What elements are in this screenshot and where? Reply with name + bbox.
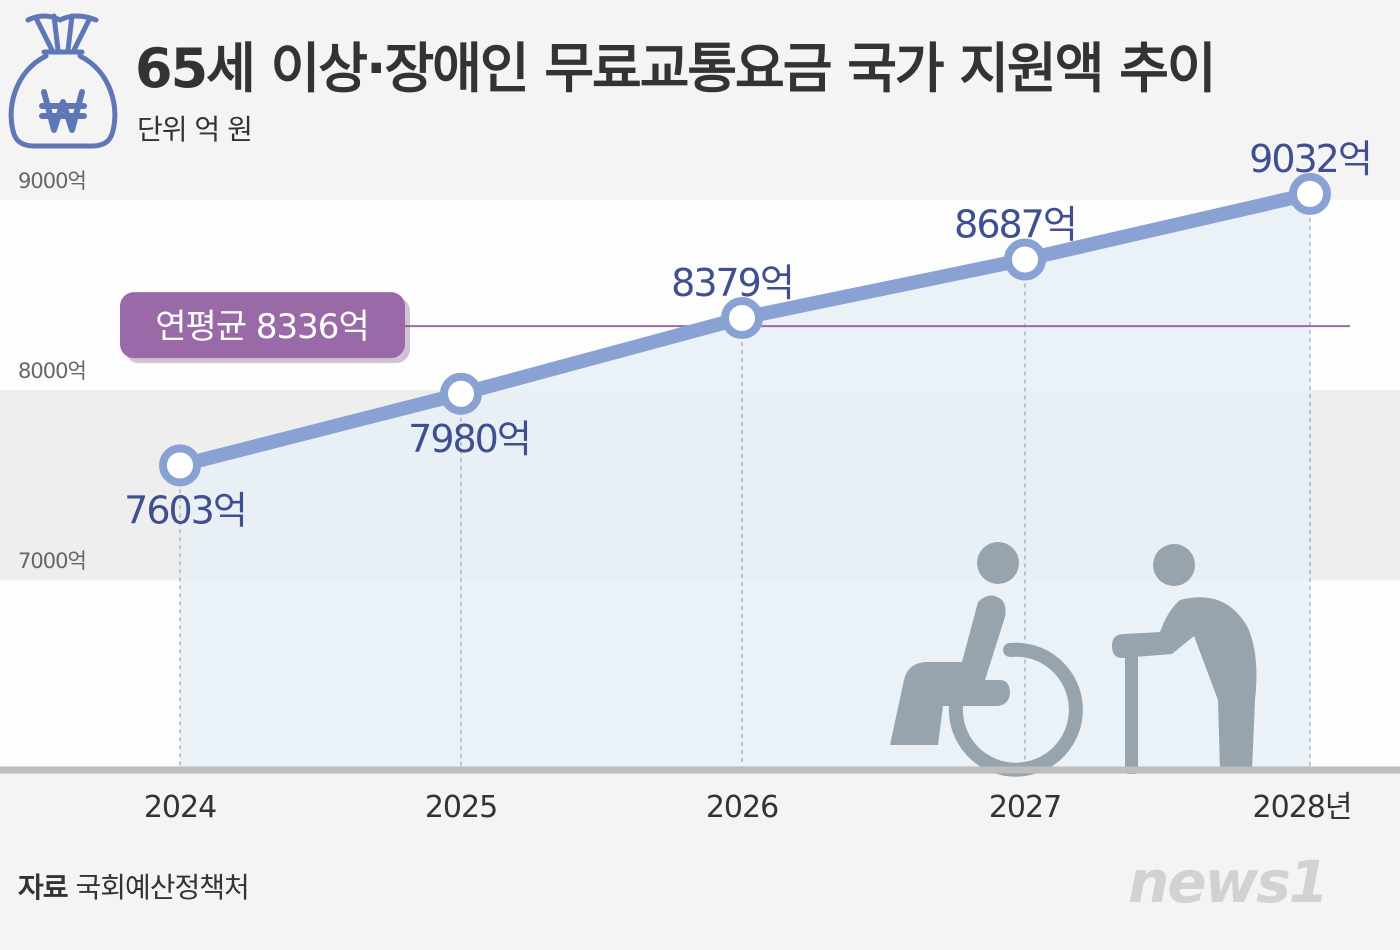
data-label: 8379억	[671, 261, 793, 305]
area-fill	[180, 193, 1310, 771]
data-point	[1289, 172, 1331, 215]
y-tick-label: 9000억	[18, 169, 86, 193]
average-label: 연평균 8336억	[155, 307, 368, 347]
elderly-with-cane-icon	[1112, 544, 1257, 774]
source-text: 국회예산정책처	[75, 871, 249, 904]
source-label: 자료	[18, 871, 69, 904]
y-tick-label: 8000억	[18, 359, 86, 383]
data-point	[721, 296, 763, 339]
data-label: 9032억	[1249, 137, 1371, 181]
data-point	[159, 444, 201, 487]
data-label: 7603억	[124, 488, 246, 532]
data-point	[1004, 238, 1046, 281]
data-point	[440, 372, 482, 415]
chart-title: 65세 이상·장애인 무료교통요금 국가 지원액 추이	[135, 37, 1217, 100]
x-tick-label: 2027	[989, 790, 1061, 825]
news1-logo: news1	[1128, 848, 1329, 916]
y-tick-label: 7000억	[18, 549, 86, 573]
x-tick-label: 2028년	[1253, 790, 1352, 825]
source-note: 자료 국회예산정책처	[18, 866, 250, 906]
x-tick-label: 2026	[706, 790, 778, 825]
average-pill	[120, 292, 405, 359]
data-label: 8687억	[954, 202, 1076, 246]
money-bag-icon	[8, 13, 118, 149]
data-label: 7980억	[408, 417, 530, 461]
unit-label: 단위 억 원	[137, 113, 253, 146]
wheelchair-user-icon	[890, 542, 1083, 777]
x-tick-label: 2024	[144, 790, 216, 825]
x-tick-label: 2025	[425, 790, 497, 825]
